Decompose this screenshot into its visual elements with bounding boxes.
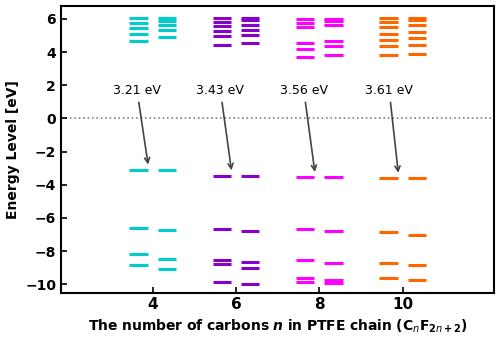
- Text: 3.56 eV: 3.56 eV: [280, 84, 328, 170]
- Text: 3.43 eV: 3.43 eV: [196, 84, 244, 168]
- Text: 3.21 eV: 3.21 eV: [113, 84, 161, 163]
- Y-axis label: Energy Level [eV]: Energy Level [eV]: [6, 80, 20, 219]
- Text: 3.61 eV: 3.61 eV: [365, 84, 413, 171]
- X-axis label: $\bf{The\ number\ of\ carbons\ }$$\bfit{n}$$\bf{\ in\ PTFE\ chain\ (C_{\mathit{n: $\bf{The\ number\ of\ carbons\ }$$\bfit{…: [88, 318, 468, 336]
